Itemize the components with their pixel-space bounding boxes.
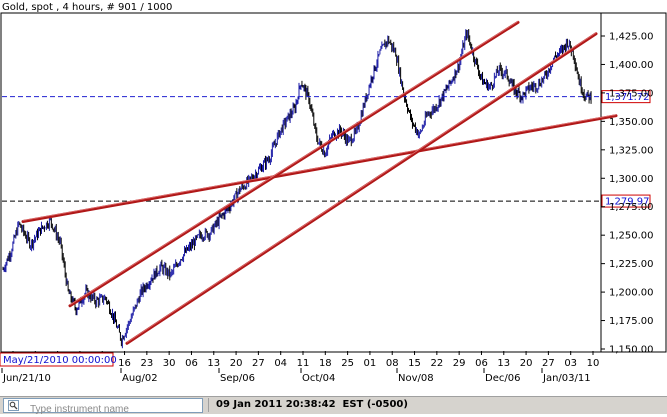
- x-tick-label: 16: [118, 358, 131, 369]
- x-tick-label: 25: [341, 358, 354, 369]
- period-label: Jan/03/11: [542, 373, 591, 384]
- x-tick-label: 13: [207, 358, 220, 369]
- x-tick-label: 08: [386, 358, 399, 369]
- x-tick-label: 13: [497, 358, 510, 369]
- x-tick-label: 27: [252, 358, 265, 369]
- period-label: Oct/04: [302, 373, 335, 384]
- status-separator: [208, 398, 209, 412]
- y-tick-label: 1,375.00: [609, 88, 654, 99]
- trendline-highlight: [69, 20, 519, 306]
- price-level-box: [601, 194, 651, 208]
- chart-header: Gold, spot , 4 hours, # 901 / 1000: [2, 2, 172, 13]
- y-tick-label: 1,175.00: [609, 316, 654, 327]
- x-tick-label: 23: [140, 358, 153, 369]
- y-tick-label: 1,300.00: [609, 174, 654, 185]
- price-level-label: 1,279.97: [605, 197, 650, 208]
- y-tick-label: 1,400.00: [609, 60, 654, 71]
- instrument-search-input[interactable]: [30, 403, 198, 416]
- y-tick-label: 1,250.00: [609, 231, 654, 242]
- x-tick-label: 18: [319, 358, 332, 369]
- x-tick-label: 22: [430, 358, 443, 369]
- server-clock: 09 Jan 2011 20:38:42 EST (-0500): [216, 399, 408, 410]
- period-label: Nov/08: [398, 373, 434, 384]
- x-tick-label: 01: [364, 358, 377, 369]
- x-tick-label: 06: [475, 358, 488, 369]
- price-chart[interactable]: 1,371.72 1,279.97 1,425.00 1,400.00 1,375.0…: [0, 0, 667, 396]
- x-tick-label: 20: [230, 358, 243, 369]
- y-tick-label: 1,200.00: [609, 288, 654, 299]
- trendline[interactable]: [68, 20, 520, 308]
- x-tick-label: 30: [163, 358, 176, 369]
- y-tick-label: 1,325.00: [609, 145, 654, 156]
- trendline-highlight: [22, 114, 617, 221]
- trendline[interactable]: [125, 32, 598, 345]
- period-label: Sep/06: [220, 373, 255, 384]
- trendline-highlight: [126, 32, 597, 343]
- x-tick-label: 03: [564, 358, 577, 369]
- trendline[interactable]: [21, 114, 618, 224]
- x-tick-label: 04: [274, 358, 287, 369]
- instrument-search[interactable]: [3, 398, 203, 416]
- price-level-label: 1,371.72: [605, 92, 650, 103]
- date-cursor-box: [0, 352, 114, 367]
- price-axis[interactable]: [600, 12, 667, 353]
- date-cursor-label: May/21/2010 00:00:00: [3, 355, 117, 366]
- x-tick-label: 20: [520, 358, 533, 369]
- x-tick-label: 10: [587, 358, 600, 369]
- y-tick-label: 1,350.00: [609, 117, 654, 128]
- search-icon[interactable]: [8, 400, 19, 411]
- x-tick-label: 29: [453, 358, 466, 369]
- y-tick-label: 1,150.00: [609, 345, 654, 356]
- y-tick-label: 1,425.00: [609, 32, 654, 43]
- x-tick-label: 15: [408, 358, 421, 369]
- period-label: Aug/02: [122, 373, 158, 384]
- x-tick-label: 27: [542, 358, 555, 369]
- chart-background: [0, 0, 667, 396]
- x-tick-label: 06: [185, 358, 198, 369]
- status-bar: 09 Jan 2011 20:38:42 EST (-0500): [0, 396, 667, 416]
- x-tick-label: 11: [297, 358, 310, 369]
- y-tick-label: 1,275.00: [609, 202, 654, 213]
- period-label: Jun/21/10: [2, 373, 51, 384]
- period-label: Dec/06: [485, 373, 520, 384]
- y-tick-label: 1,225.00: [609, 259, 654, 270]
- price-level-box: [601, 90, 651, 104]
